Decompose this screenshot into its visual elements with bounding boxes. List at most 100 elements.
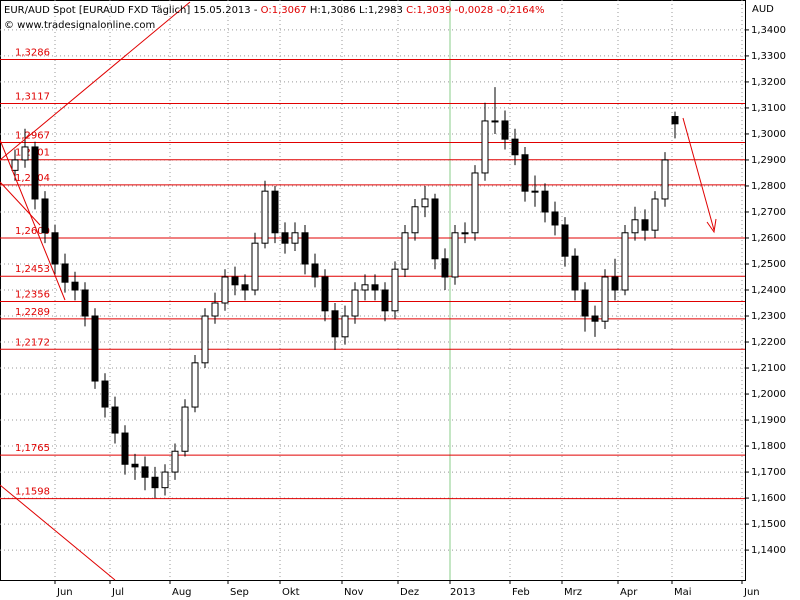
level-label: 1,1598 — [15, 487, 50, 498]
candle-body — [341, 315, 349, 338]
x-tick-label: Jun — [56, 587, 73, 598]
candle-body — [421, 198, 429, 208]
candle-body — [11, 159, 19, 171]
candle-body — [251, 242, 259, 291]
y-tick-label: 1,2000 — [751, 389, 786, 400]
y-tick-label: 1,2400 — [751, 285, 786, 296]
x-tick-label: Jun — [743, 587, 760, 598]
y-tick-label: 1,2700 — [751, 207, 786, 218]
candle-body — [151, 476, 159, 489]
candle-body — [491, 120, 499, 123]
candle-body — [321, 276, 329, 312]
candle-body — [121, 432, 129, 465]
trendlines — [0, 1, 717, 581]
candle-body — [271, 190, 279, 234]
candle-body — [361, 284, 369, 291]
candle-body — [511, 138, 519, 156]
arrow-head — [706, 218, 717, 234]
quote-close: C:1,3039 -0,0028 -0,2164% — [406, 5, 544, 16]
y-tick-label: 1,2300 — [751, 311, 786, 322]
candle-body — [211, 302, 219, 317]
candle-body — [101, 380, 109, 408]
quote-high: H:1,3086 — [310, 5, 356, 16]
candle-body — [381, 289, 389, 312]
y-tick-label: 1,1900 — [751, 415, 786, 426]
candle-body — [241, 284, 249, 291]
candle-body — [531, 190, 539, 193]
level-label: 1,2453 — [15, 264, 50, 275]
level-label: 1,3117 — [15, 92, 50, 103]
candle-body — [201, 315, 209, 364]
candle-body — [41, 198, 49, 234]
candle-body — [21, 146, 29, 161]
trendline — [0, 1, 191, 161]
candle-body — [91, 315, 99, 382]
candle-body — [141, 466, 149, 478]
chart-header: EUR/AUD Spot [EURAUD FXD Täglich] 15.05.… — [4, 5, 545, 16]
x-tick-label: Nov — [344, 587, 364, 598]
forecast-arrow — [682, 117, 715, 231]
candle-body — [601, 276, 609, 322]
x-tick-label: Mrz — [564, 587, 582, 598]
candle-body — [311, 263, 319, 278]
trendline — [0, 484, 116, 581]
candle-body — [641, 219, 649, 231]
candle-body — [391, 268, 399, 312]
candle-body — [431, 198, 439, 260]
title: EUR/AUD Spot [EURAUD FXD Täglich] 15.05.… — [4, 5, 258, 16]
candle-body — [351, 289, 359, 317]
candle-body — [161, 471, 169, 489]
candle-body — [661, 159, 669, 200]
trendline — [0, 181, 41, 226]
level-label: 1,2289 — [15, 307, 50, 318]
candle-body — [171, 450, 179, 473]
candle-body — [401, 232, 409, 270]
candle-body — [71, 281, 79, 291]
y-tick-label: 1,3100 — [751, 103, 786, 114]
candle-body — [671, 116, 679, 125]
x-tick-label: Apr — [620, 587, 638, 598]
candle-body — [461, 232, 469, 235]
candle-body — [521, 154, 529, 192]
candle-body — [221, 276, 229, 304]
x-tick-label: Aug — [172, 587, 192, 598]
candle-body — [261, 190, 269, 244]
y-tick-label: 1,3000 — [751, 129, 786, 140]
y-tick-label: 1,2900 — [751, 155, 786, 166]
level-label: 1,2967 — [15, 131, 50, 142]
y-tick-label: 1,3300 — [751, 51, 786, 62]
candle-body — [471, 172, 479, 234]
x-tick-label: Jul — [111, 587, 124, 598]
level-label: 1,1765 — [15, 443, 50, 454]
x-tick-label: Dez — [400, 587, 419, 598]
y-tick-label: 1,1700 — [751, 467, 786, 478]
candle-body — [501, 120, 509, 140]
y-tick-label: 1,2200 — [751, 337, 786, 348]
candle-body — [61, 263, 69, 283]
candle-body — [451, 232, 459, 278]
y-axis-label: AUD — [752, 4, 774, 15]
candle-body — [301, 232, 309, 265]
candle-body — [111, 406, 119, 434]
levels: 1,32861,31171,29671,29011,28041,26001,24… — [0, 48, 745, 500]
candles — [11, 87, 679, 499]
y-tick-label: 1,2500 — [751, 259, 786, 270]
candle-body — [631, 219, 639, 234]
candle-body — [291, 232, 299, 244]
grid — [0, 0, 745, 580]
candle-body — [231, 276, 239, 286]
x-tick-label: 2013 — [450, 587, 475, 598]
candle-body — [131, 463, 139, 468]
candle-body — [441, 258, 449, 278]
y-tick-label: 1,1600 — [751, 493, 786, 504]
candle-body — [81, 289, 89, 317]
y-tick-label: 1,1400 — [751, 545, 786, 556]
y-tick-label: 1,3400 — [751, 25, 786, 36]
candle-body — [411, 206, 419, 234]
candle-body — [281, 232, 289, 244]
candle-body — [651, 198, 659, 231]
y-tick-label: 1,2800 — [751, 181, 786, 192]
trendline — [0, 139, 66, 301]
candle-body — [621, 232, 629, 291]
